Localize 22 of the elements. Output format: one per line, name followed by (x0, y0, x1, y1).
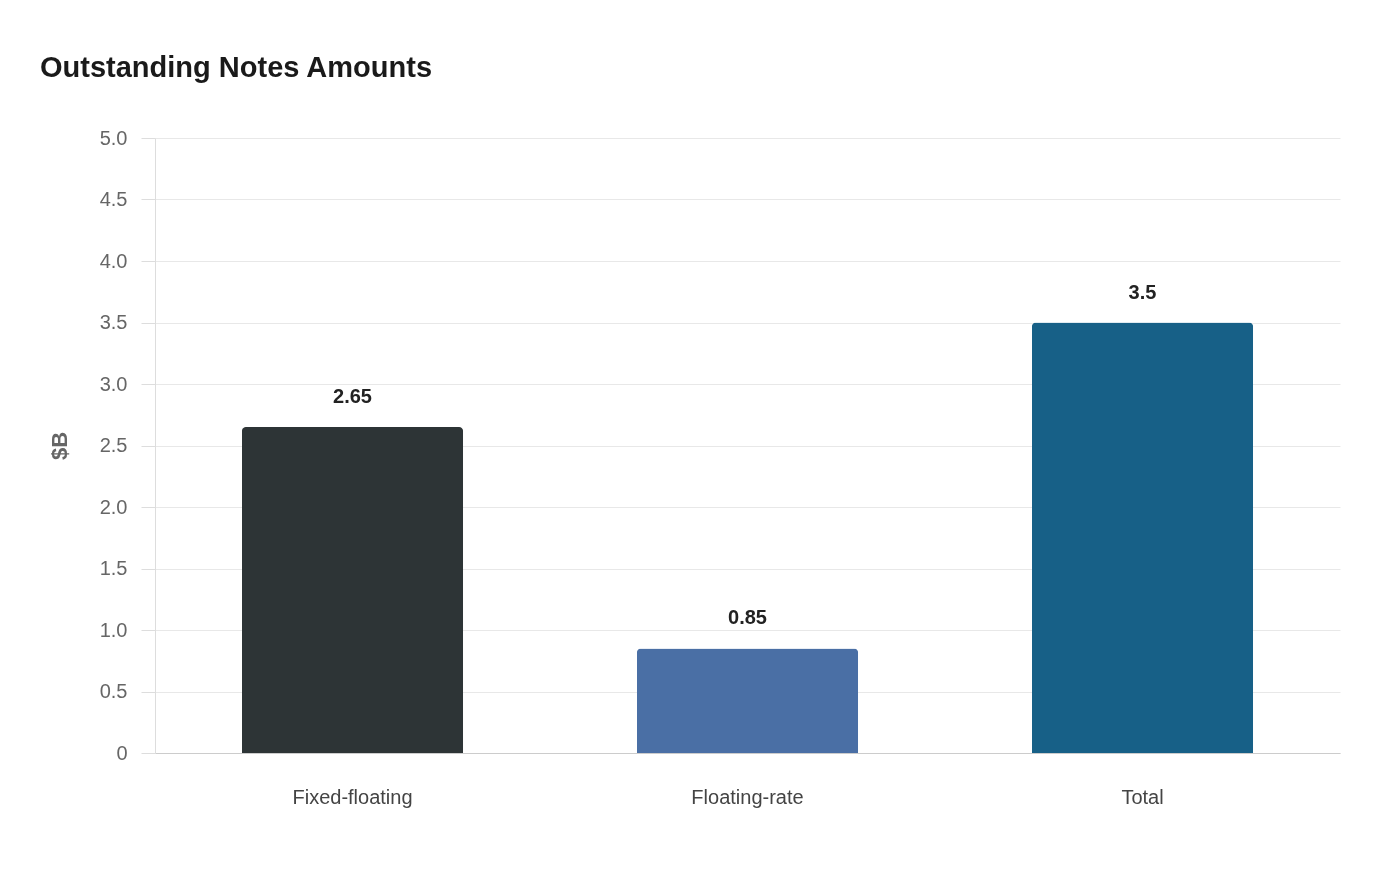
bar (241, 427, 464, 753)
y-tick-label: 2.0 (99, 495, 128, 518)
x-tick-label: Floating-rate (691, 785, 804, 808)
y-tick-label: 1.0 (99, 618, 128, 641)
x-tick-label: Total (1121, 785, 1164, 808)
data-label: 2.65 (333, 385, 372, 408)
y-axis-title: $B (46, 431, 72, 461)
y-tick-label: 5.0 (99, 126, 128, 149)
y-tick-label: 2.5 (99, 434, 128, 456)
data-label: 3.5 (1128, 280, 1157, 303)
y-tick-label: 3.0 (99, 372, 128, 395)
y-tick-label: 4.0 (99, 249, 128, 272)
y-tick-label: 4.5 (99, 188, 128, 210)
bar (1031, 322, 1254, 753)
y-tick-label: 1.5 (99, 557, 128, 579)
data-label: 0.85 (728, 606, 767, 629)
bar (636, 648, 859, 753)
x-tick-label: Fixed-floating (292, 785, 413, 808)
y-tick-label: 0 (116, 741, 128, 764)
y-tick-label: 0.5 (99, 680, 128, 702)
chart-title: Outstanding Notes Amounts (40, 51, 433, 83)
y-tick-label: 3.5 (99, 311, 128, 333)
